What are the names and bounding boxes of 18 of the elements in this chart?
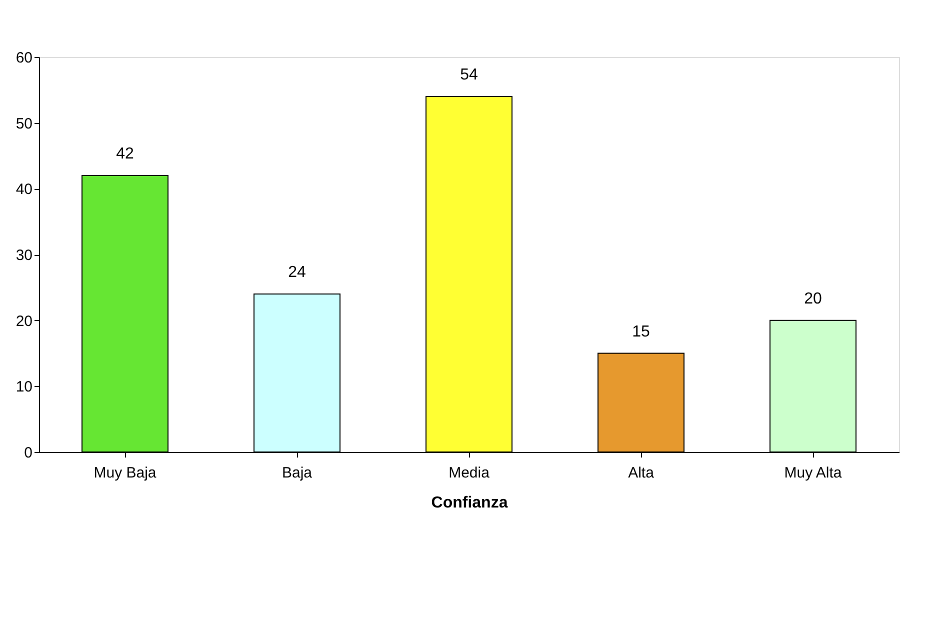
y-tick-label: 20 — [16, 312, 32, 330]
y-tick-label: 50 — [16, 115, 32, 132]
data-label: 42 — [116, 146, 134, 162]
y-tick-label: 30 — [16, 247, 32, 264]
y-tick-label: 10 — [16, 378, 32, 396]
y-tick-label: 40 — [16, 181, 32, 198]
data-label: 15 — [632, 323, 650, 340]
x-tick-label: Baja — [282, 464, 313, 482]
x-axis-title: Confianza — [431, 494, 508, 512]
data-label: 24 — [288, 264, 306, 281]
data-label: 54 — [460, 66, 478, 84]
x-tick-label: Alta — [628, 464, 655, 482]
x-tick-label: Muy Alta — [784, 464, 842, 482]
y-tick-label: 0 — [24, 444, 32, 462]
y-tick-label: 60 — [16, 50, 32, 66]
x-tick-label: Media — [448, 464, 490, 482]
data-label: 20 — [804, 290, 822, 308]
x-tick-label: Muy Baja — [94, 464, 157, 482]
